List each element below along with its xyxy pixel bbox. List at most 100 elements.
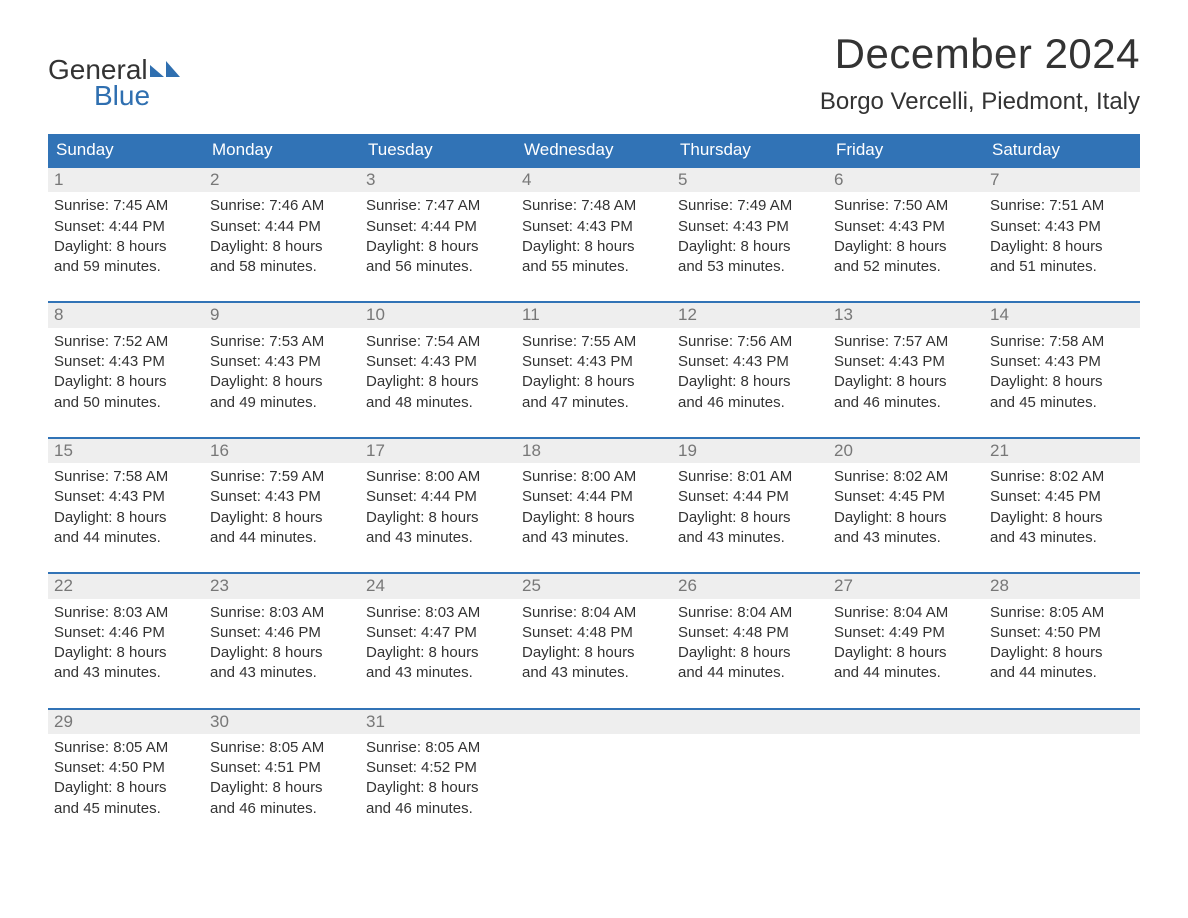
day-body: Sunrise: 7:59 AMSunset: 4:43 PMDaylight:…	[204, 463, 360, 554]
day-number: 15	[48, 439, 204, 463]
day-body: Sunrise: 7:58 AMSunset: 4:43 PMDaylight:…	[984, 328, 1140, 419]
day-d2: and 44 minutes.	[678, 663, 822, 683]
day-body: Sunrise: 7:53 AMSunset: 4:43 PMDaylight:…	[204, 328, 360, 419]
day-d1: Daylight: 8 hours	[366, 237, 510, 257]
location-subtitle: Borgo Vercelli, Piedmont, Italy	[820, 88, 1140, 116]
day-number	[516, 710, 672, 734]
day-sunrise: Sunrise: 7:46 AM	[210, 196, 354, 216]
day-sunrise: Sunrise: 8:03 AM	[366, 603, 510, 623]
day-body: Sunrise: 8:05 AMSunset: 4:50 PMDaylight:…	[48, 734, 204, 825]
day-number	[828, 710, 984, 734]
day-sunrise: Sunrise: 7:55 AM	[522, 332, 666, 352]
day-sunrise: Sunrise: 8:02 AM	[990, 467, 1134, 487]
day-body: Sunrise: 8:00 AMSunset: 4:44 PMDaylight:…	[360, 463, 516, 554]
day-sunset: Sunset: 4:44 PM	[210, 217, 354, 237]
day-d1: Daylight: 8 hours	[834, 237, 978, 257]
day-sunset: Sunset: 4:43 PM	[834, 352, 978, 372]
day-cell: 1Sunrise: 7:45 AMSunset: 4:44 PMDaylight…	[48, 168, 204, 283]
day-sunrise: Sunrise: 8:05 AM	[366, 738, 510, 758]
day-cell: 26Sunrise: 8:04 AMSunset: 4:48 PMDayligh…	[672, 574, 828, 689]
day-cell: 9Sunrise: 7:53 AMSunset: 4:43 PMDaylight…	[204, 303, 360, 418]
day-number: 18	[516, 439, 672, 463]
day-cell: 14Sunrise: 7:58 AMSunset: 4:43 PMDayligh…	[984, 303, 1140, 418]
day-sunrise: Sunrise: 8:00 AM	[366, 467, 510, 487]
day-body: Sunrise: 8:00 AMSunset: 4:44 PMDaylight:…	[516, 463, 672, 554]
day-cell	[828, 710, 984, 825]
day-sunrise: Sunrise: 8:05 AM	[54, 738, 198, 758]
logo-flag-icon	[150, 59, 180, 79]
day-cell: 4Sunrise: 7:48 AMSunset: 4:43 PMDaylight…	[516, 168, 672, 283]
day-sunrise: Sunrise: 7:48 AM	[522, 196, 666, 216]
day-number	[672, 710, 828, 734]
day-header-row: Sunday Monday Tuesday Wednesday Thursday…	[48, 134, 1140, 166]
day-cell	[516, 710, 672, 825]
day-d1: Daylight: 8 hours	[210, 643, 354, 663]
weeks-container: 1Sunrise: 7:45 AMSunset: 4:44 PMDaylight…	[48, 166, 1140, 825]
day-cell	[984, 710, 1140, 825]
day-sunset: Sunset: 4:43 PM	[990, 352, 1134, 372]
day-cell: 11Sunrise: 7:55 AMSunset: 4:43 PMDayligh…	[516, 303, 672, 418]
day-cell: 8Sunrise: 7:52 AMSunset: 4:43 PMDaylight…	[48, 303, 204, 418]
day-body: Sunrise: 7:49 AMSunset: 4:43 PMDaylight:…	[672, 192, 828, 283]
day-sunset: Sunset: 4:43 PM	[678, 217, 822, 237]
day-body: Sunrise: 7:47 AMSunset: 4:44 PMDaylight:…	[360, 192, 516, 283]
day-d2: and 59 minutes.	[54, 257, 198, 277]
day-number: 8	[48, 303, 204, 327]
day-body: Sunrise: 7:55 AMSunset: 4:43 PMDaylight:…	[516, 328, 672, 419]
day-body: Sunrise: 8:02 AMSunset: 4:45 PMDaylight:…	[828, 463, 984, 554]
day-d2: and 44 minutes.	[990, 663, 1134, 683]
day-sunrise: Sunrise: 8:04 AM	[834, 603, 978, 623]
day-d2: and 43 minutes.	[522, 528, 666, 548]
day-d1: Daylight: 8 hours	[210, 778, 354, 798]
day-cell: 10Sunrise: 7:54 AMSunset: 4:43 PMDayligh…	[360, 303, 516, 418]
day-d1: Daylight: 8 hours	[990, 643, 1134, 663]
day-d1: Daylight: 8 hours	[54, 778, 198, 798]
day-d1: Daylight: 8 hours	[54, 237, 198, 257]
day-number: 7	[984, 168, 1140, 192]
day-sunrise: Sunrise: 7:59 AM	[210, 467, 354, 487]
day-sunset: Sunset: 4:44 PM	[366, 487, 510, 507]
day-sunrise: Sunrise: 7:58 AM	[54, 467, 198, 487]
day-d2: and 43 minutes.	[210, 663, 354, 683]
day-sunset: Sunset: 4:48 PM	[678, 623, 822, 643]
day-sunset: Sunset: 4:43 PM	[522, 352, 666, 372]
day-number: 24	[360, 574, 516, 598]
week-row: 15Sunrise: 7:58 AMSunset: 4:43 PMDayligh…	[48, 437, 1140, 554]
day-d2: and 43 minutes.	[834, 528, 978, 548]
day-number: 16	[204, 439, 360, 463]
day-number: 2	[204, 168, 360, 192]
day-number: 21	[984, 439, 1140, 463]
day-number: 11	[516, 303, 672, 327]
day-d1: Daylight: 8 hours	[366, 372, 510, 392]
day-header-saturday: Saturday	[984, 134, 1140, 166]
day-sunrise: Sunrise: 7:56 AM	[678, 332, 822, 352]
day-body: Sunrise: 7:51 AMSunset: 4:43 PMDaylight:…	[984, 192, 1140, 283]
day-cell: 12Sunrise: 7:56 AMSunset: 4:43 PMDayligh…	[672, 303, 828, 418]
day-d1: Daylight: 8 hours	[210, 237, 354, 257]
day-body: Sunrise: 7:46 AMSunset: 4:44 PMDaylight:…	[204, 192, 360, 283]
day-number: 30	[204, 710, 360, 734]
day-body: Sunrise: 8:02 AMSunset: 4:45 PMDaylight:…	[984, 463, 1140, 554]
calendar: Sunday Monday Tuesday Wednesday Thursday…	[48, 134, 1140, 825]
logo: General Blue	[48, 30, 180, 112]
day-sunrise: Sunrise: 7:49 AM	[678, 196, 822, 216]
day-cell: 30Sunrise: 8:05 AMSunset: 4:51 PMDayligh…	[204, 710, 360, 825]
day-d1: Daylight: 8 hours	[54, 508, 198, 528]
day-sunrise: Sunrise: 8:02 AM	[834, 467, 978, 487]
day-d2: and 43 minutes.	[678, 528, 822, 548]
day-body: Sunrise: 8:03 AMSunset: 4:46 PMDaylight:…	[204, 599, 360, 690]
day-d1: Daylight: 8 hours	[678, 643, 822, 663]
day-number: 17	[360, 439, 516, 463]
day-body: Sunrise: 7:58 AMSunset: 4:43 PMDaylight:…	[48, 463, 204, 554]
day-d1: Daylight: 8 hours	[210, 372, 354, 392]
day-sunrise: Sunrise: 7:50 AM	[834, 196, 978, 216]
day-sunset: Sunset: 4:46 PM	[210, 623, 354, 643]
day-d1: Daylight: 8 hours	[834, 372, 978, 392]
day-d2: and 48 minutes.	[366, 393, 510, 413]
day-d1: Daylight: 8 hours	[678, 508, 822, 528]
day-sunset: Sunset: 4:45 PM	[834, 487, 978, 507]
day-d1: Daylight: 8 hours	[522, 643, 666, 663]
day-body: Sunrise: 7:48 AMSunset: 4:43 PMDaylight:…	[516, 192, 672, 283]
day-d2: and 43 minutes.	[366, 663, 510, 683]
day-d1: Daylight: 8 hours	[678, 372, 822, 392]
